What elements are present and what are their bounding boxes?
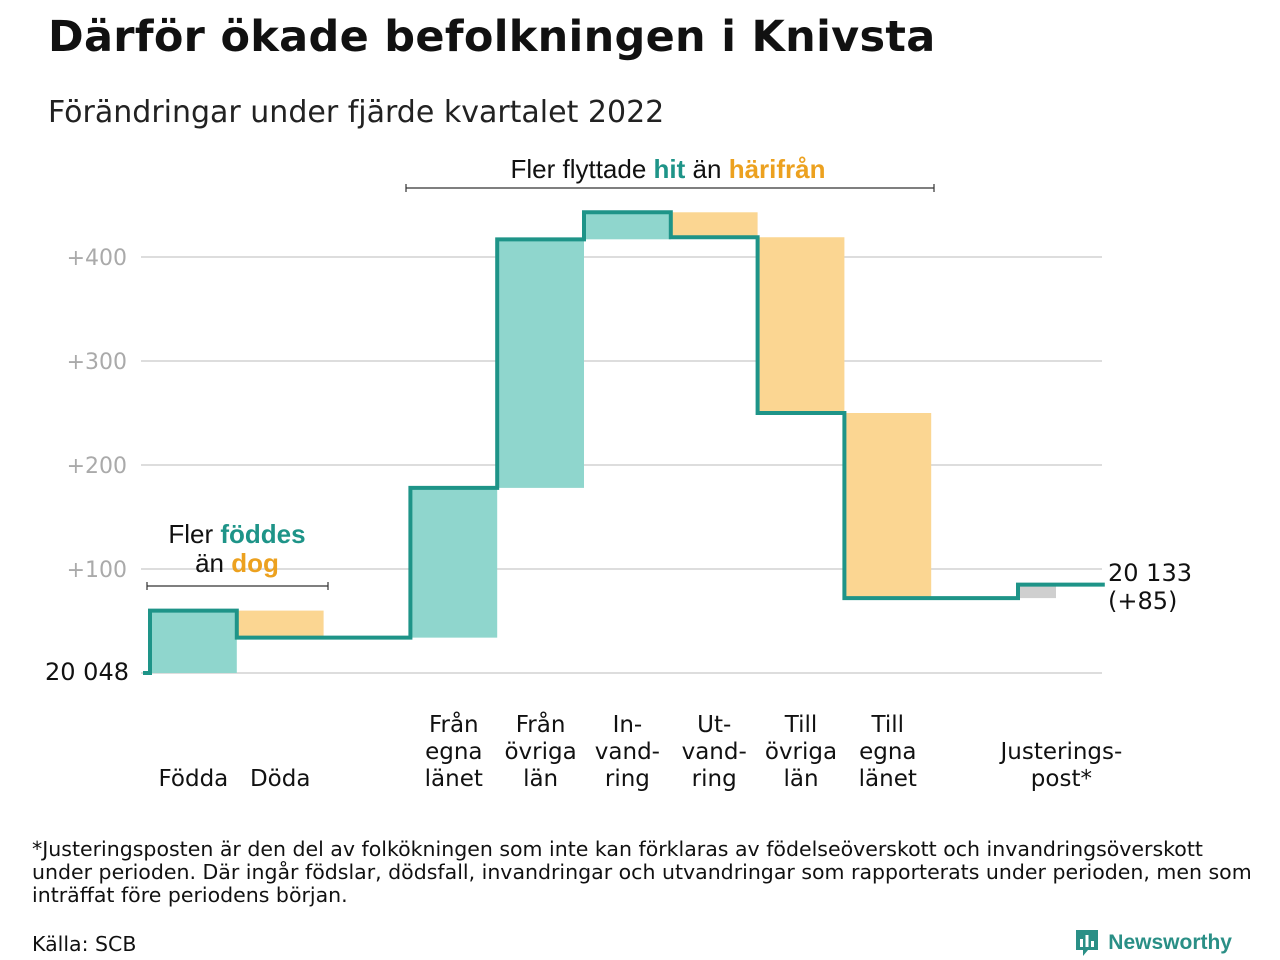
chart-title: Därför ökade befolkningen i Knivsta <box>48 12 936 62</box>
newsworthy-logo-icon <box>1076 930 1099 956</box>
x-category-label: län <box>783 766 818 792</box>
x-category-label: Justerings- <box>998 739 1122 765</box>
footnote: *Justeringsposten är den del av folkökni… <box>32 837 1252 907</box>
x-category-label: post* <box>1031 766 1092 792</box>
y-tick-label: +300 <box>67 350 127 375</box>
x-category-label: Ut- <box>697 712 731 738</box>
waterfall-bar-0 <box>150 610 237 673</box>
end-change-label: (+85) <box>1108 587 1177 615</box>
waterfall-bar-7 <box>757 237 845 413</box>
waterfall-bar-5 <box>584 212 671 240</box>
cumulative-step-line <box>143 210 1105 675</box>
start-value-label: 20 048 <box>45 658 129 686</box>
waterfall-bar-3 <box>410 487 498 638</box>
migration-annotation: Fler flyttade hit än härifrån <box>510 154 825 184</box>
waterfall-bar-10 <box>1020 584 1056 599</box>
x-category-label: övriga <box>765 739 837 765</box>
chart-subtitle: Förändringar under fjärde kvartalet 2022 <box>48 95 665 130</box>
x-category-label: Från <box>516 710 566 738</box>
waterfall-bar-1 <box>236 610 324 638</box>
x-category-label: Till <box>871 712 905 738</box>
source-label: Källa: SCB <box>32 932 137 956</box>
waterfall-bar-8 <box>844 413 932 599</box>
y-tick-label: +200 <box>67 454 127 479</box>
x-category-label: ring <box>692 766 737 792</box>
y-tick-label: +400 <box>67 246 127 271</box>
x-category-label: ring <box>605 766 650 792</box>
x-category-label: vand- <box>595 739 660 765</box>
x-category-label: övriga <box>504 739 576 765</box>
x-category-label: Från <box>429 710 479 738</box>
x-category-label: länet <box>425 766 483 792</box>
x-category-label: länet <box>859 766 917 792</box>
y-tick-label: +100 <box>67 558 127 583</box>
end-value-label: 20 133 <box>1108 559 1192 587</box>
x-category-label: egna <box>425 739 482 765</box>
waterfall-chart: +100+200+300+400 Födda DödaFrånegnalänetF… <box>45 154 1192 792</box>
brand-logo[interactable]: Newsworthy <box>1074 928 1232 958</box>
births-annotation-line1: Fler föddes <box>168 519 305 549</box>
x-category-label: vand- <box>682 739 747 765</box>
births-annotation-line2: än dog <box>195 548 279 578</box>
x-category-label: Till <box>784 712 818 738</box>
x-category-label: Födda <box>159 766 229 792</box>
x-category-label: Döda <box>250 766 310 792</box>
x-category-label: In- <box>613 712 643 738</box>
x-category-label: län <box>523 766 558 792</box>
brand-name: Newsworthy <box>1108 931 1232 954</box>
waterfall-bar-6 <box>670 212 758 238</box>
x-category-label: egna <box>859 739 916 765</box>
waterfall-bar-4 <box>497 239 584 488</box>
